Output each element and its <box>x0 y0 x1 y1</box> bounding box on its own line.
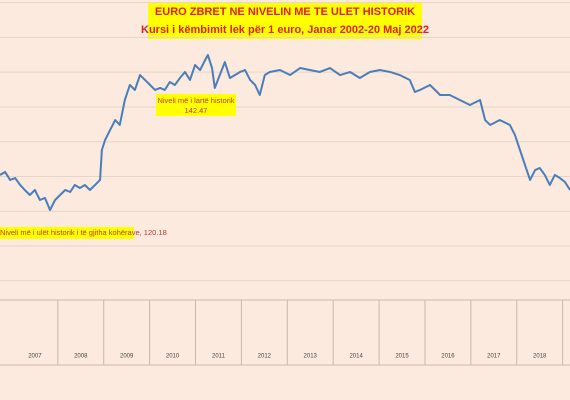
x-tick-label: 2017 <box>487 354 501 360</box>
chart-title: EURO ZBRET NE NIVELIN ME TE ULET HISTORI… <box>155 6 415 18</box>
annotation-box <box>156 94 236 116</box>
title-box <box>148 3 422 39</box>
x-axis: 2007 2008 2009 2010 2011 2012 2013 2014 2015 2016… <box>0 299 570 366</box>
x-tick-label: 2016 <box>441 354 455 360</box>
annotation: Niveli më i lartë historik <box>157 96 234 105</box>
x-tick-label: 2018 <box>533 354 547 360</box>
chart-subtitle: Kursi i këmbimit lek për 1 euro, Janar 2… <box>141 24 429 36</box>
annotation-box <box>0 227 134 239</box>
x-tick-label: 2010 <box>166 354 180 360</box>
x-tick-label: 2012 <box>258 354 272 360</box>
x-tick-label: 2011 <box>212 354 226 360</box>
annotation: Niveli më i ulët historik i të gjitha ko… <box>0 228 167 237</box>
x-tick-label: 2007 <box>28 354 42 360</box>
annotation-value: 142.47 <box>185 106 208 115</box>
series-line <box>0 54 570 212</box>
plot <box>0 54 570 212</box>
x-tick-label: 2008 <box>74 354 88 360</box>
x-tick-label: 2014 <box>349 354 363 360</box>
x-tick-label: 2013 <box>304 354 318 360</box>
x-tick-label: 2015 <box>395 354 409 360</box>
grid <box>0 2 570 282</box>
x-tick-label: 2009 <box>120 354 134 360</box>
